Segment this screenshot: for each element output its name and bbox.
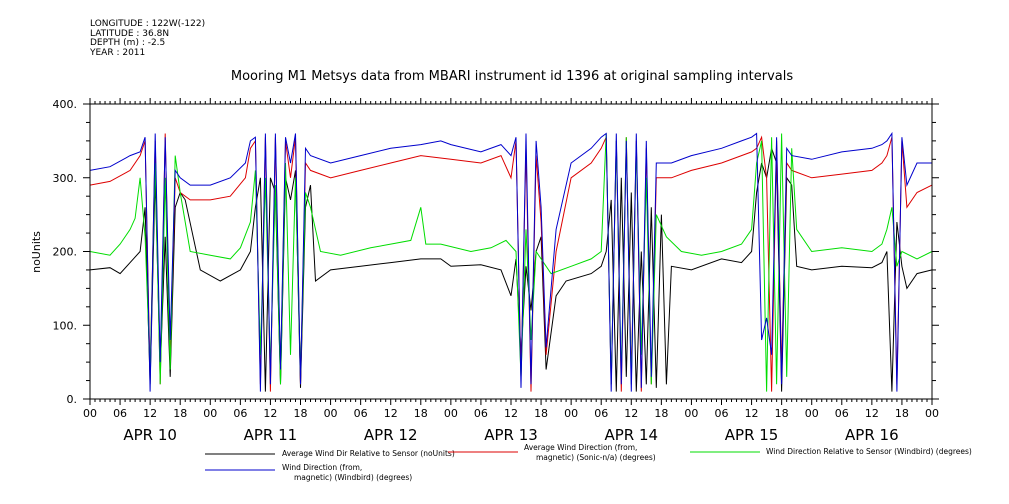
series-line-3 (89, 133, 933, 392)
x-tick-label: 18 (654, 407, 668, 420)
series-line-4 (89, 131, 932, 392)
x-tick-label: 00 (83, 407, 97, 420)
x-tick-label: 00 (324, 407, 338, 420)
legend-label-1: Average Wind Dir Relative to Sensor (noU… (282, 449, 455, 458)
x-tick-label: 00 (203, 407, 217, 420)
day-label: APR 13 (484, 426, 538, 444)
y-tick-label: 400. (53, 98, 78, 111)
x-tick-label: 00 (444, 407, 458, 420)
y-axis-label: noUnits (30, 231, 43, 273)
legend: Average Wind Dir Relative to Sensor (noU… (205, 443, 972, 482)
day-label: APR 12 (364, 426, 418, 444)
legend-label-2: Average Wind Direction (from, magnetic) (… (524, 443, 656, 462)
year-text: YEAR : 2011 (90, 47, 146, 58)
x-tick-label: 18 (414, 407, 428, 420)
x-tick-label: 18 (534, 407, 548, 420)
x-tick-label: 06 (113, 407, 127, 420)
x-tick-label: 12 (624, 407, 638, 420)
x-tick-label: 00 (564, 407, 578, 420)
y-tick-label: 300. (53, 172, 78, 185)
axes-layer: 00 06 12 18 00 06 12 18 00 06 12 18 00 06 12 18 00 06 12 18… (53, 98, 939, 444)
day-label: APR 14 (604, 426, 658, 444)
x-tick-label: 18 (775, 407, 789, 420)
x-tick-label: 12 (865, 407, 879, 420)
x-tick-label: 06 (715, 407, 729, 420)
metadata-block: LONGITUDE : 122W(-122) LATITUDE : 36.8N … (90, 19, 206, 58)
day-label: APR 10 (123, 426, 177, 444)
day-label: APR 16 (845, 426, 899, 444)
x-tick-label: 06 (233, 407, 247, 420)
series-line-2 (89, 133, 933, 392)
depth-text: DEPTH (m) : -2.5 (90, 38, 166, 48)
y-tick-label: 200. (53, 246, 78, 259)
x-tick-label: 12 (384, 407, 398, 420)
series-layer (89, 131, 933, 392)
x-tick-label: 00 (684, 407, 698, 420)
x-tick-label: 06 (474, 407, 488, 420)
longitude-text: LONGITUDE : 122W(-122) (90, 19, 206, 29)
series-line-1 (89, 148, 933, 392)
legend-label-3: Wind Direction Relative to Sensor (Windb… (766, 447, 972, 456)
x-tick-label: 06 (354, 407, 368, 420)
x-tick-label: 18 (895, 407, 909, 420)
x-tick-label: 00 (925, 407, 939, 420)
x-tick-label: 18 (173, 407, 187, 420)
y-tick-label: 100. (53, 319, 78, 332)
y-tick-label: 0. (67, 393, 78, 406)
x-tick-label: 12 (263, 407, 277, 420)
day-label: APR 15 (725, 426, 779, 444)
x-tick-label: 00 (805, 407, 819, 420)
day-label: APR 11 (244, 426, 298, 444)
x-tick-label: 06 (835, 407, 849, 420)
legend-label-4: Wind Direction (from, magnetic) (Windbird… (282, 463, 412, 482)
chart-title: Mooring M1 Metsys data from MBARI instru… (231, 69, 793, 84)
x-tick-label: 12 (143, 407, 157, 420)
x-tick-label: 12 (745, 407, 759, 420)
plot-frame (89, 103, 933, 400)
x-tick-label: 06 (594, 407, 608, 420)
latitude-text: LATITUDE : 36.8N (90, 28, 170, 39)
x-tick-label: 12 (504, 407, 518, 420)
x-tick-label: 18 (294, 407, 308, 420)
